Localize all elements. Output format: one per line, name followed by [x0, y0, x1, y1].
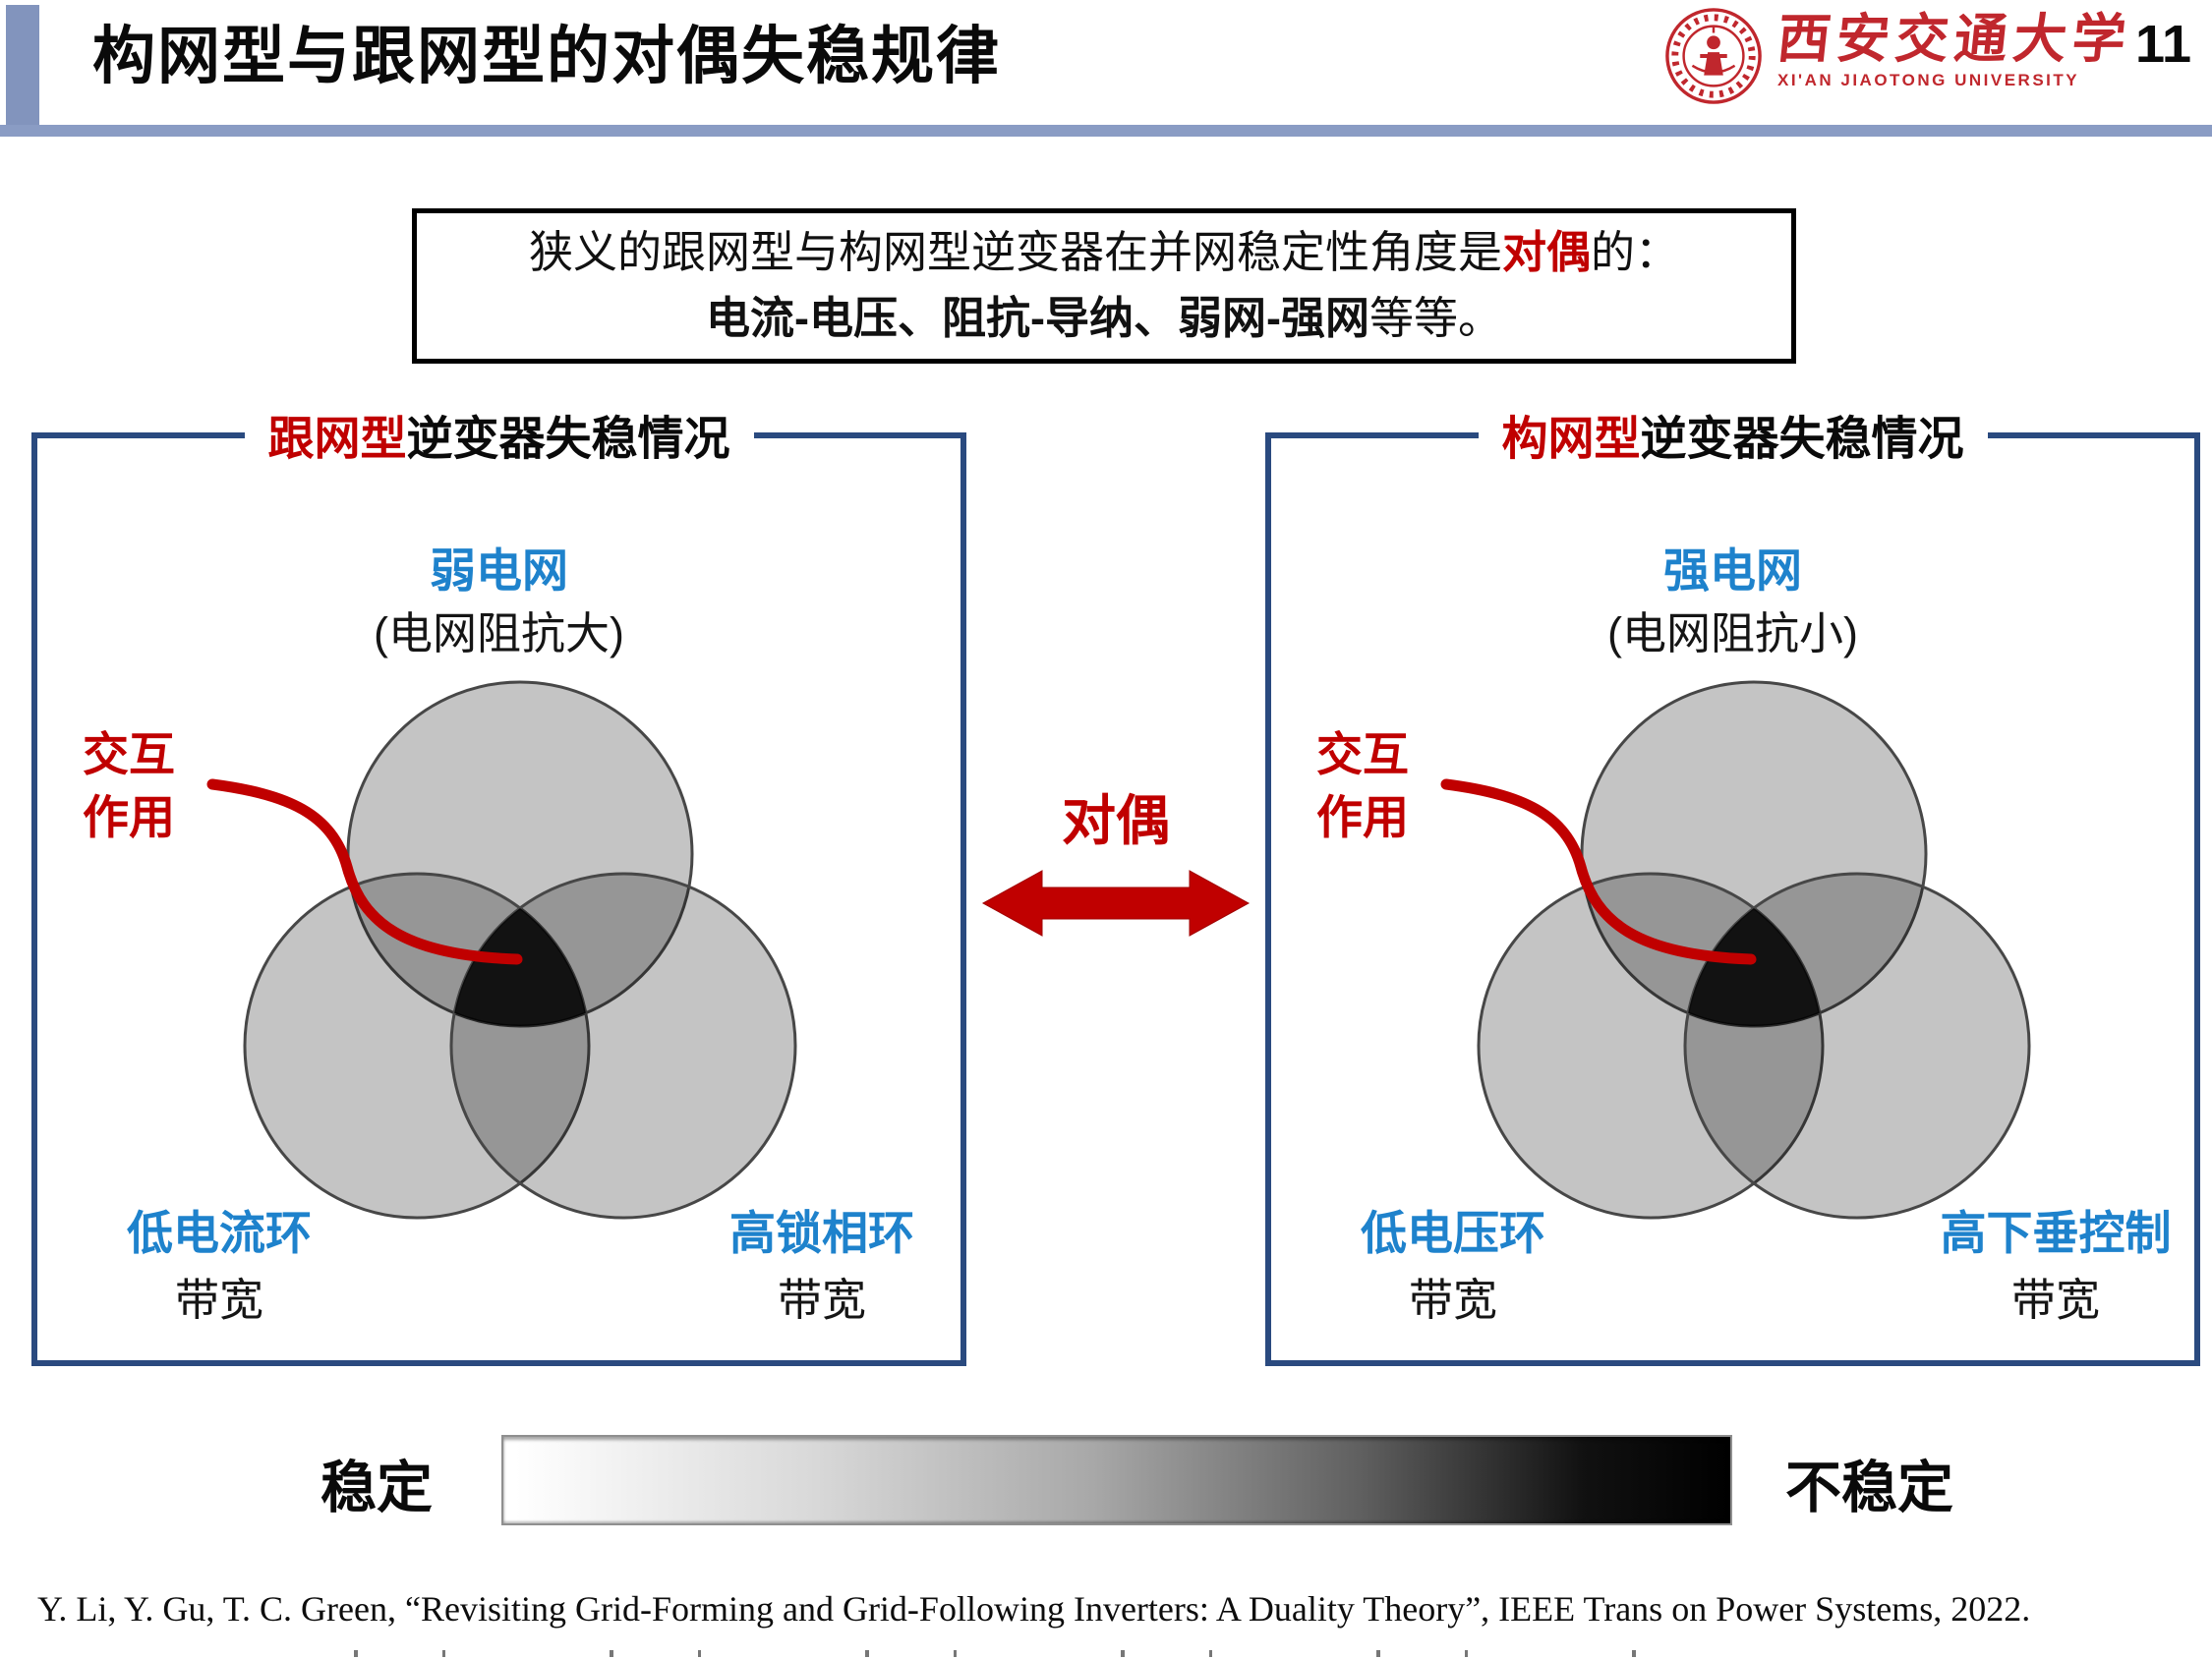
interaction-label: 交互 作用: [1316, 728, 1409, 843]
droop-control-label: 高下垂控制: [1940, 1207, 2172, 1259]
bottom-right-label-group: 高下垂控制 带宽: [1933, 1203, 2179, 1331]
grid-impedance-label: (电网阻抗小): [1607, 608, 1858, 658]
duality-label: 对偶: [1061, 790, 1170, 851]
bandwidth-label: 带宽: [777, 1275, 866, 1325]
grid-forming-panel: 构网型逆变器失稳情况 强电网 (电网阻抗小) 交互 作用 低电压环 带宽 高下垂控…: [1265, 400, 2200, 1366]
venn-triple-overlap: [451, 874, 589, 1026]
grid-following-panel: 跟网型逆变器失稳情况 弱电网 (电网阻抗大) 交互 作用 低电流环 带宽 高锁相环…: [31, 400, 966, 1366]
duality-connector: 对偶: [981, 776, 1251, 940]
stable-label: 稳定: [320, 1457, 433, 1519]
venn-triple-overlap: [1685, 874, 1823, 1026]
duality-statement-box: 狭义的跟网型与构网型逆变器在并网稳定性角度是对偶的： 电流-电压、阻抗-导纳、弱…: [412, 208, 1796, 364]
duality-highlight: 对偶: [1501, 227, 1591, 277]
bottom-right-label-group: 高锁相环 带宽: [699, 1203, 945, 1331]
interaction-label: 交互 作用: [83, 728, 175, 843]
citation: Y. Li, Y. Gu, T. C. Green, “Revisiting G…: [37, 1589, 2031, 1629]
unstable-label: 不稳定: [1785, 1457, 1953, 1519]
cropped-text-line: [295, 1650, 1691, 1657]
page-number: 11: [2135, 15, 2192, 74]
stability-gradient-bar: [501, 1435, 1732, 1525]
pll-label: 高锁相环: [729, 1207, 914, 1259]
grid-following-panel-title: 跟网型逆变器失稳情况: [244, 400, 754, 469]
statement-line-1: 狭义的跟网型与构网型逆变器在并网稳定性角度是对偶的：: [528, 227, 1680, 277]
grid-impedance-label: (电网阻抗大): [374, 608, 624, 658]
strong-grid-label: 强电网: [1663, 544, 1802, 597]
bandwidth-label: 带宽: [174, 1275, 263, 1325]
venn-diagram: [1440, 680, 2031, 1220]
bandwidth-label: 带宽: [2010, 1275, 2100, 1325]
bottom-left-label-group: 低电流环 带宽: [67, 1203, 372, 1331]
title-accent-bar: [6, 5, 39, 127]
university-seal-icon: [1665, 8, 1762, 104]
current-loop-label: 低电流环: [127, 1207, 312, 1259]
bandwidth-label: 带宽: [1408, 1275, 1497, 1325]
university-name-cn: 西安交通大学: [1774, 10, 2135, 69]
university-logo-text: 西安交通大学 XI'AN JIAOTONG UNIVERSITY: [1774, 6, 2135, 90]
bottom-left-label-group: 低电压环 带宽: [1301, 1203, 1605, 1331]
university-name-en: XI'AN JIAOTONG UNIVERSITY: [1777, 71, 2080, 89]
statement-line-2: 电流-电压、阻抗-导纳、弱网-强网等等。: [706, 293, 1502, 343]
venn-diagram: [206, 680, 797, 1220]
voltage-loop-label: 低电压环: [1361, 1207, 1545, 1259]
header-divider: [0, 125, 2212, 137]
interaction-pointer-curve: [206, 778, 523, 965]
weak-grid-label: 弱电网: [430, 544, 568, 597]
grid-forming-panel-title: 构网型逆变器失稳情况: [1478, 400, 1988, 469]
double-arrow-icon: [981, 870, 1251, 937]
page-title: 构网型与跟网型的对偶失稳规律: [92, 21, 1001, 91]
university-logo: 西安交通大学 XI'AN JIAOTONG UNIVERSITY: [1663, 6, 2134, 108]
interaction-pointer-curve: [1440, 778, 1757, 965]
